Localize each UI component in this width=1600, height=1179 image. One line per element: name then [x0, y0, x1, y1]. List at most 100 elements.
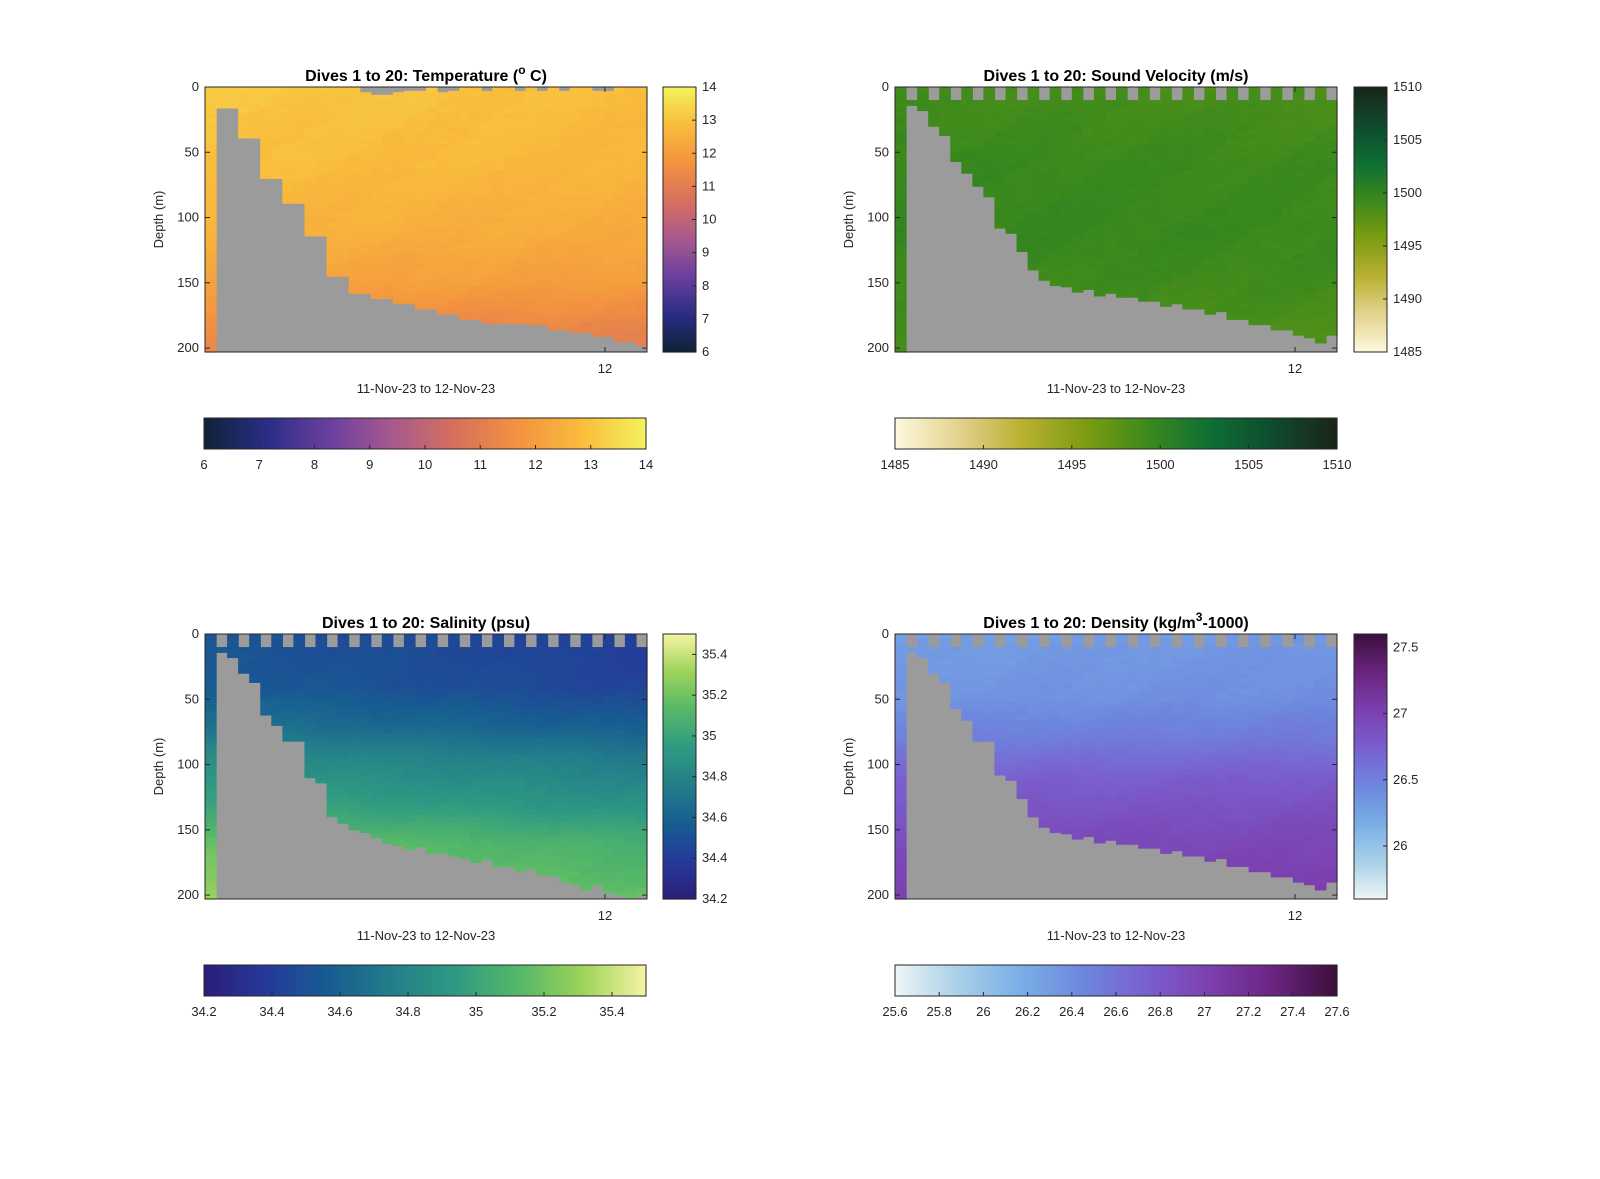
- colorbar-swatch: [663, 839, 696, 844]
- colorbar-swatch: [1200, 418, 1205, 449]
- heatmap-cell: [227, 87, 239, 93]
- heatmap-cell: [1171, 183, 1183, 190]
- heatmap-cell: [470, 160, 482, 166]
- heatmap-cell: [536, 137, 549, 144]
- heatmap-cell: [448, 263, 460, 270]
- heatmap-cell: [481, 143, 493, 149]
- heatmap-cell: [1116, 212, 1128, 219]
- heatmap-cell: [448, 190, 460, 196]
- heatmap-cell: [1016, 235, 1029, 242]
- heatmap-cell: [536, 294, 549, 301]
- heatmap-cell: [547, 788, 560, 794]
- heatmap-cell: [1204, 128, 1217, 135]
- heatmap-cell: [558, 226, 571, 233]
- heatmap-cell: [205, 780, 217, 787]
- colorbar-swatch: [663, 169, 696, 174]
- heatmap-cell: [1049, 134, 1062, 140]
- heatmap-cell: [994, 120, 1007, 127]
- colorbar-tick-label: 8: [702, 278, 709, 293]
- heatmap-cell: [514, 774, 527, 781]
- heatmap-cell: [525, 92, 538, 99]
- heatmap-cell: [569, 274, 582, 281]
- colorbar-swatch: [663, 862, 696, 867]
- colorbar-swatch: [663, 653, 696, 658]
- heatmap-cell: [492, 243, 504, 250]
- heatmap-cell: [624, 118, 637, 125]
- heatmap-cell: [348, 264, 361, 271]
- heatmap-cell: [514, 696, 527, 703]
- heatmap-cell: [403, 832, 416, 839]
- heatmap-cell: [1325, 188, 1338, 195]
- heatmap-cell: [481, 211, 493, 217]
- heatmap-cell: [348, 683, 361, 690]
- heatmap-cell: [481, 814, 493, 820]
- heatmap-cell: [514, 258, 527, 264]
- colorbar-swatch: [663, 759, 696, 764]
- heatmap-cell: [983, 87, 996, 93]
- heatmap-cell: [558, 727, 571, 734]
- heatmap-cell: [348, 647, 361, 653]
- heatmap-cell: [381, 733, 394, 740]
- colorbar-swatch: [1046, 418, 1051, 449]
- heatmap-cell: [536, 634, 549, 640]
- heatmap-cell: [1292, 107, 1305, 114]
- colorbar-swatch: [1354, 120, 1387, 125]
- colorbar-swatch: [1354, 232, 1387, 237]
- heatmap-cell: [1259, 126, 1272, 132]
- heatmap-cell: [470, 97, 482, 104]
- heatmap-cell: [635, 808, 648, 815]
- heatmap-cell: [635, 746, 648, 753]
- heatmap-cell: [205, 87, 217, 93]
- heatmap-cell: [580, 816, 593, 823]
- heatmap-cell: [403, 774, 416, 781]
- heatmap-cell: [613, 311, 626, 318]
- colorbar-swatch: [1001, 418, 1007, 449]
- heatmap-cell: [536, 727, 549, 734]
- x-tick-label: 12: [598, 361, 612, 376]
- heatmap-cell: [514, 785, 527, 792]
- heatmap-cell: [1005, 144, 1018, 151]
- heatmap-cell: [249, 654, 261, 661]
- heatmap-cell: [304, 657, 317, 664]
- colorbar-swatch: [204, 418, 209, 449]
- heatmap-cell: [1303, 204, 1316, 211]
- heatmap-cell: [293, 201, 306, 204]
- heatmap-cell: [348, 720, 361, 726]
- heatmap-cell: [1325, 126, 1338, 132]
- heatmap-cell: [348, 175, 361, 182]
- heatmap-cell: [348, 212, 361, 219]
- heatmap-cell: [580, 832, 593, 839]
- heatmap-cell: [492, 92, 504, 99]
- heatmap-cell: [492, 696, 504, 703]
- heatmap-cell: [580, 254, 593, 260]
- heatmap-cell: [205, 707, 217, 713]
- heatmap-cell: [271, 654, 283, 661]
- heatmap-cell: [1270, 97, 1283, 104]
- heatmap-cell: [249, 113, 261, 119]
- heatmap-cell: [337, 722, 350, 729]
- heatmap-cell: [994, 157, 1007, 164]
- heatmap-cell: [414, 258, 427, 264]
- colorbar-swatch: [1020, 418, 1025, 449]
- heatmap-cell: [1226, 212, 1239, 219]
- heatmap-cell: [348, 217, 361, 224]
- heatmap-cell: [624, 754, 637, 760]
- heatmap-cell: [613, 709, 626, 716]
- heatmap-cell: [602, 174, 615, 181]
- heatmap-cell: [315, 186, 328, 193]
- heatmap-cell: [569, 876, 582, 883]
- heatmap-cell: [359, 222, 372, 229]
- heatmap-cell: [470, 858, 482, 864]
- heatmap-cell: [481, 278, 493, 285]
- heatmap-cell: [514, 127, 527, 134]
- heatmap-cell: [426, 634, 438, 640]
- heatmap-cell: [282, 134, 294, 140]
- heatmap-cell: [1281, 136, 1294, 143]
- heatmap-cell: [558, 164, 571, 170]
- heatmap-cell: [928, 120, 940, 127]
- heatmap-cell: [1303, 188, 1316, 195]
- heatmap-cell: [1005, 196, 1018, 203]
- colorbar-swatch: [1278, 418, 1283, 449]
- heatmap-cell: [492, 274, 504, 281]
- heatmap-cell: [1226, 160, 1239, 166]
